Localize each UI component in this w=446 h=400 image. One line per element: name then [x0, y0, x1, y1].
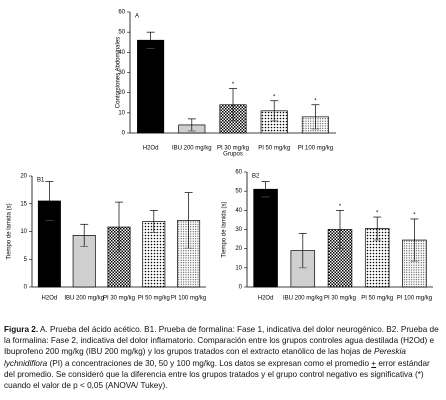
y-tick-label: 0: [239, 285, 243, 291]
significance-mark: *: [314, 98, 317, 104]
x-tick-label: PI 100 mg/kg: [397, 296, 432, 302]
caption-text: (PI) a concentraciones de 30, 50 y 100 m…: [47, 358, 372, 368]
panel-label: A: [135, 14, 139, 20]
bar: [137, 39, 165, 134]
bar: [253, 188, 278, 288]
y-tick-label: 60: [235, 170, 242, 176]
y-tick-label: 5: [24, 257, 28, 263]
x-tick-label: PI 50 mg/kg: [258, 146, 290, 152]
y-tick-label: 0: [24, 285, 28, 291]
x-tick-label: PI 30 mg/kg: [103, 296, 135, 302]
y-tick-label: 60: [118, 10, 125, 16]
caption-text: A. Prueba del ácido acético. B1. Prueba …: [4, 325, 439, 357]
x-axis-label: Grupos: [223, 152, 243, 158]
y-tick-label: 30: [235, 227, 242, 233]
panel-label: B2: [252, 174, 260, 180]
significance-mark: *: [339, 204, 342, 210]
x-tick-label: H2Od: [143, 146, 159, 152]
caption-text: error estándar del promedio. Se consider…: [4, 358, 430, 391]
x-tick-label: IBU 200 mg/kg: [64, 296, 104, 302]
x-tick-label: PI 50 mg/kg: [361, 296, 393, 302]
caption-species: Pereskia lychnidiflora: [4, 347, 406, 368]
significance-mark: *: [232, 82, 235, 88]
significance-mark: *: [413, 213, 416, 219]
y-tick-label: 10: [20, 229, 27, 235]
y-tick-label: 40: [235, 208, 242, 214]
caption: Figura 2. A. Prueba del ácido acético. B…: [4, 324, 442, 391]
x-tick-label: IBU 200 mg/kg: [283, 296, 323, 302]
y-tick-label: 50: [118, 30, 125, 36]
y-tick-label: 20: [20, 174, 27, 180]
y-tick-label: 40: [118, 50, 125, 56]
significance-mark: *: [273, 94, 276, 100]
x-tick-label: H2Od: [258, 296, 274, 302]
y-axis-label: Tiempo de lamida (s): [7, 203, 13, 259]
x-tick-label: H2Od: [42, 296, 58, 302]
x-tick-label: PI 30 mg/kg: [324, 296, 356, 302]
x-tick-label: IBU 200 mg/kg: [172, 146, 212, 152]
y-tick-label: 20: [235, 246, 242, 252]
y-tick-label: 30: [118, 70, 125, 76]
y-tick-label: 10: [235, 265, 242, 271]
caption-symbol: +: [371, 358, 377, 368]
caption-label: Figura 2.: [4, 325, 39, 334]
y-tick-label: 50: [235, 189, 242, 195]
x-tick-label: PI 100 mg/kg: [298, 146, 333, 152]
y-tick-label: 0: [122, 131, 126, 137]
y-axis-label: Tiempo de lamida (s): [222, 201, 228, 257]
significance-mark: *: [376, 211, 379, 217]
x-tick-label: PI 50 mg/kg: [138, 296, 170, 302]
x-tick-label: PI 100 mg/kg: [171, 296, 206, 302]
x-tick-label: PI 30 mg/kg: [217, 146, 249, 152]
y-axis-label: Contorsiones Abdominales: [116, 37, 122, 108]
y-tick-label: 15: [20, 201, 27, 207]
y-tick-label: 10: [118, 110, 125, 116]
panel-label: B1: [37, 178, 45, 184]
y-tick-label: 20: [118, 90, 125, 96]
